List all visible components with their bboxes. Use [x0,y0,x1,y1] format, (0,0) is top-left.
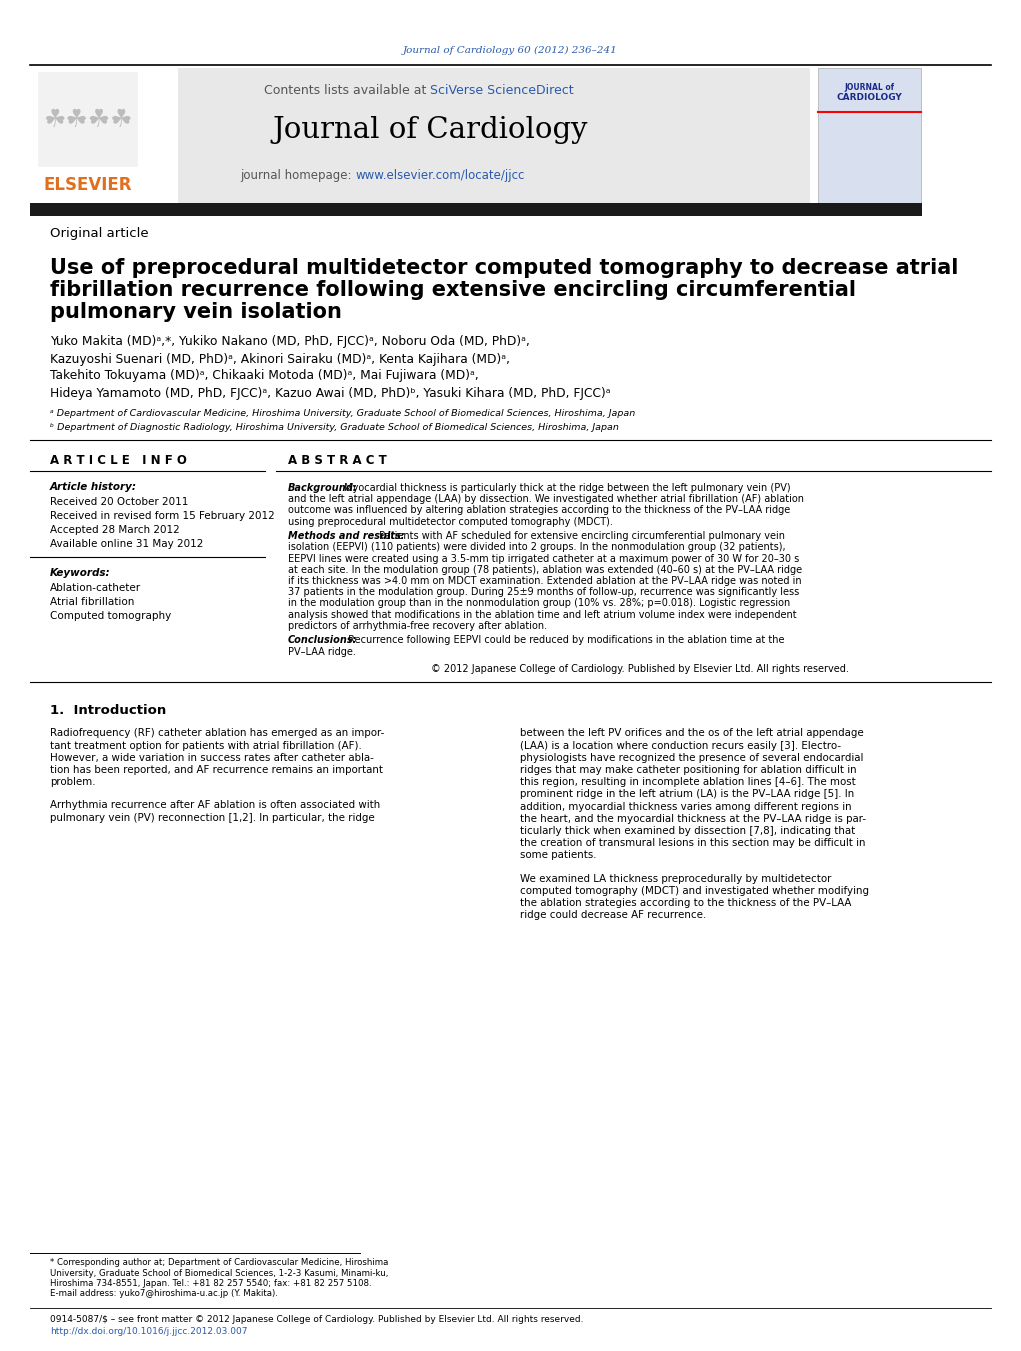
Text: at each site. In the modulation group (78 patients), ablation was extended (40–6: at each site. In the modulation group (7… [288,565,803,574]
Bar [38,72,138,168]
Text: Computed tomography: Computed tomography [50,611,172,621]
Text: E-mail address: yuko7@hiroshima-u.ac.jp (Y. Makita).: E-mail address: yuko7@hiroshima-u.ac.jp … [50,1289,278,1298]
Text: journal homepage:: journal homepage: [240,169,355,181]
Text: University, Graduate School of Biomedical Sciences, 1-2-3 Kasumi, Minami-ku,: University, Graduate School of Biomedica… [50,1269,388,1278]
Text: CARDIOLOGY: CARDIOLOGY [836,92,902,101]
Text: Conclusions:: Conclusions: [288,635,357,646]
Text: if its thickness was >4.0 mm on MDCT examination. Extended ablation at the PV–LA: if its thickness was >4.0 mm on MDCT exa… [288,576,801,586]
Text: ridges that may make catheter positioning for ablation difficult in: ridges that may make catheter positionin… [520,765,857,775]
Bar [818,68,921,203]
Text: the ablation strategies according to the thickness of the PV–LAA: the ablation strategies according to the… [520,898,852,908]
Text: Ablation-catheter: Ablation-catheter [50,584,141,593]
Text: www.elsevier.com/locate/jjcc: www.elsevier.com/locate/jjcc [355,169,525,181]
Text: predictors of arrhythmia-free recovery after ablation.: predictors of arrhythmia-free recovery a… [288,620,547,631]
Text: analysis showed that modifications in the ablation time and left atrium volume i: analysis showed that modifications in th… [288,609,796,620]
Text: 37 patients in the modulation group. During 25±9 months of follow-up, recurrence: 37 patients in the modulation group. Dur… [288,588,799,597]
Text: ticularly thick when examined by dissection [7,8], indicating that: ticularly thick when examined by dissect… [520,825,856,836]
Text: Journal of Cardiology: Journal of Cardiology [273,116,588,145]
Text: fibrillation recurrence following extensive encircling circumferential: fibrillation recurrence following extens… [50,280,856,300]
Text: physiologists have recognized the presence of several endocardial: physiologists have recognized the presen… [520,753,864,763]
Bar [30,68,810,203]
Text: Contents lists available at: Contents lists available at [263,84,430,96]
Text: addition, myocardial thickness varies among different regions in: addition, myocardial thickness varies am… [520,801,852,812]
Text: JOURNAL of: JOURNAL of [844,84,894,92]
Bar [30,68,178,203]
Text: ☘☘☘☘: ☘☘☘☘ [43,108,133,132]
Text: Arrhythmia recurrence after AF ablation is often associated with: Arrhythmia recurrence after AF ablation … [50,800,380,811]
Text: ridge could decrease AF recurrence.: ridge could decrease AF recurrence. [520,911,707,920]
Text: tant treatment option for patients with atrial fibrillation (AF).: tant treatment option for patients with … [50,740,361,751]
Text: Recurrence following EEPVI could be reduced by modifications in the ablation tim: Recurrence following EEPVI could be redu… [345,635,784,646]
Text: Available online 31 May 2012: Available online 31 May 2012 [50,539,203,549]
Text: SciVerse ScienceDirect: SciVerse ScienceDirect [430,84,574,96]
Bar [30,203,922,216]
Text: 0914-5087/$ – see front matter © 2012 Japanese College of Cardiology. Published : 0914-5087/$ – see front matter © 2012 Ja… [50,1315,583,1324]
Text: problem.: problem. [50,777,96,788]
Text: pulmonary vein isolation: pulmonary vein isolation [50,303,342,322]
Text: ELSEVIER: ELSEVIER [44,176,133,195]
Text: tion has been reported, and AF recurrence remains an important: tion has been reported, and AF recurrenc… [50,765,383,775]
Text: and the left atrial appendage (LAA) by dissection. We investigated whether atria: and the left atrial appendage (LAA) by d… [288,494,804,504]
Text: isolation (EEPVI) (110 patients) were divided into 2 groups. In the nonmodulatio: isolation (EEPVI) (110 patients) were di… [288,542,785,553]
Text: (LAA) is a location where conduction recurs easily [3]. Electro-: (LAA) is a location where conduction rec… [520,740,841,751]
Text: outcome was influenced by altering ablation strategies according to the thicknes: outcome was influenced by altering ablat… [288,505,790,515]
Text: Received in revised form 15 February 2012: Received in revised form 15 February 201… [50,511,275,521]
Text: ᵇ Department of Diagnostic Radiology, Hiroshima University, Graduate School of B: ᵇ Department of Diagnostic Radiology, Hi… [50,423,619,431]
Text: EEPVI lines were created using a 3.5-mm tip irrigated catheter at a maximum powe: EEPVI lines were created using a 3.5-mm … [288,554,799,563]
Text: prominent ridge in the left atrium (LA) is the PV–LAA ridge [5]. In: prominent ridge in the left atrium (LA) … [520,789,855,800]
Text: Original article: Original article [50,227,149,240]
Text: http://dx.doi.org/10.1016/j.jjcc.2012.03.007: http://dx.doi.org/10.1016/j.jjcc.2012.03… [50,1327,247,1336]
Text: A B S T R A C T: A B S T R A C T [288,454,387,466]
Text: Background:: Background: [288,484,357,493]
Text: computed tomography (MDCT) and investigated whether modifying: computed tomography (MDCT) and investiga… [520,886,869,896]
Text: Patients with AF scheduled for extensive encircling circumferential pulmonary ve: Patients with AF scheduled for extensive… [376,531,785,542]
Text: the heart, and the myocardial thickness at the PV–LAA ridge is par-: the heart, and the myocardial thickness … [520,813,866,824]
Text: Hideya Yamamoto (MD, PhD, FJCC)ᵃ, Kazuo Awai (MD, PhD)ᵇ, Yasuki Kihara (MD, PhD,: Hideya Yamamoto (MD, PhD, FJCC)ᵃ, Kazuo … [50,386,611,400]
Text: Takehito Tokuyama (MD)ᵃ, Chikaaki Motoda (MD)ᵃ, Mai Fujiwara (MD)ᵃ,: Takehito Tokuyama (MD)ᵃ, Chikaaki Motoda… [50,370,479,382]
Text: Journal of Cardiology 60 (2012) 236–241: Journal of Cardiology 60 (2012) 236–241 [402,46,618,54]
Text: Kazuyoshi Suenari (MD, PhD)ᵃ, Akinori Sairaku (MD)ᵃ, Kenta Kajihara (MD)ᵃ,: Kazuyoshi Suenari (MD, PhD)ᵃ, Akinori Sa… [50,353,510,366]
Text: Radiofrequency (RF) catheter ablation has emerged as an impor-: Radiofrequency (RF) catheter ablation ha… [50,728,384,739]
Text: © 2012 Japanese College of Cardiology. Published by Elsevier Ltd. All rights res: © 2012 Japanese College of Cardiology. P… [431,665,848,674]
Text: pulmonary vein (PV) reconnection [1,2]. In particular, the ridge: pulmonary vein (PV) reconnection [1,2]. … [50,812,375,823]
Text: some patients.: some patients. [520,850,596,861]
Text: Methods and results:: Methods and results: [288,531,404,542]
Text: Myocardial thickness is particularly thick at the ridge between the left pulmona: Myocardial thickness is particularly thi… [341,484,790,493]
Text: We examined LA thickness preprocedurally by multidetector: We examined LA thickness preprocedurally… [520,874,831,884]
Text: ᵃ Department of Cardiovascular Medicine, Hiroshima University, Graduate School o: ᵃ Department of Cardiovascular Medicine,… [50,408,635,417]
Text: Article history:: Article history: [50,482,137,492]
Text: using preprocedural multidetector computed tomography (MDCT).: using preprocedural multidetector comput… [288,516,613,527]
Text: 1.  Introduction: 1. Introduction [50,704,166,717]
Text: * Corresponding author at; Department of Cardiovascular Medicine, Hiroshima: * Corresponding author at; Department of… [50,1258,388,1267]
Text: Use of preprocedural multidetector computed tomography to decrease atrial: Use of preprocedural multidetector compu… [50,258,959,278]
Text: A R T I C L E   I N F O: A R T I C L E I N F O [50,454,187,466]
Text: Keywords:: Keywords: [50,567,110,578]
Text: Received 20 October 2011: Received 20 October 2011 [50,497,189,507]
Text: this region, resulting in incomplete ablation lines [4–6]. The most: this region, resulting in incomplete abl… [520,777,856,788]
Text: PV–LAA ridge.: PV–LAA ridge. [288,647,356,657]
Text: Atrial fibrillation: Atrial fibrillation [50,597,135,607]
Text: between the left PV orifices and the os of the left atrial appendage: between the left PV orifices and the os … [520,728,864,739]
Text: Accepted 28 March 2012: Accepted 28 March 2012 [50,526,180,535]
Text: the creation of transmural lesions in this section may be difficult in: the creation of transmural lesions in th… [520,838,866,848]
Text: Yuko Makita (MD)ᵃ,*, Yukiko Nakano (MD, PhD, FJCC)ᵃ, Noboru Oda (MD, PhD)ᵃ,: Yuko Makita (MD)ᵃ,*, Yukiko Nakano (MD, … [50,335,530,349]
Text: Hiroshima 734-8551, Japan. Tel.: +81 82 257 5540; fax: +81 82 257 5108.: Hiroshima 734-8551, Japan. Tel.: +81 82 … [50,1279,372,1288]
Text: in the modulation group than in the nonmodulation group (10% vs. 28%; p=0.018). : in the modulation group than in the nonm… [288,598,790,608]
Text: However, a wide variation in success rates after catheter abla-: However, a wide variation in success rat… [50,753,374,763]
